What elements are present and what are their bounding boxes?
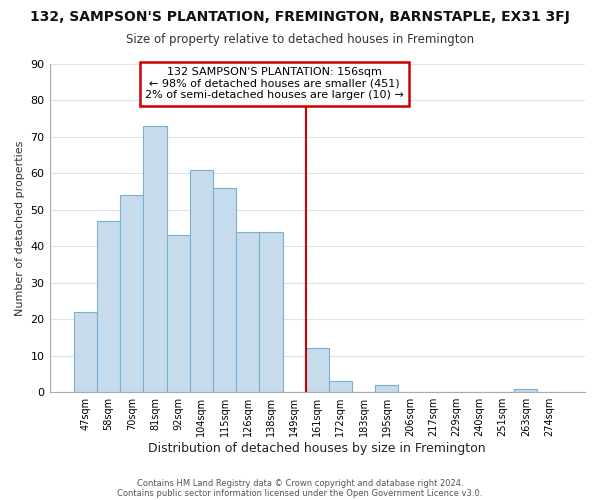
Bar <box>97 221 120 392</box>
Bar <box>167 236 190 392</box>
Text: Size of property relative to detached houses in Fremington: Size of property relative to detached ho… <box>126 32 474 46</box>
Bar <box>143 126 167 392</box>
Bar <box>120 196 143 392</box>
Bar <box>305 348 329 392</box>
Bar <box>74 312 97 392</box>
Bar <box>259 232 283 392</box>
Bar <box>375 385 398 392</box>
Bar <box>514 388 538 392</box>
Text: 132, SAMPSON'S PLANTATION, FREMINGTON, BARNSTAPLE, EX31 3FJ: 132, SAMPSON'S PLANTATION, FREMINGTON, B… <box>30 10 570 24</box>
Bar <box>329 382 352 392</box>
Bar <box>190 170 213 392</box>
Bar <box>213 188 236 392</box>
Y-axis label: Number of detached properties: Number of detached properties <box>15 140 25 316</box>
Text: Contains HM Land Registry data © Crown copyright and database right 2024.: Contains HM Land Registry data © Crown c… <box>137 478 463 488</box>
Text: Contains public sector information licensed under the Open Government Licence v3: Contains public sector information licen… <box>118 488 482 498</box>
X-axis label: Distribution of detached houses by size in Fremington: Distribution of detached houses by size … <box>148 442 486 455</box>
Bar <box>236 232 259 392</box>
Text: 132 SAMPSON'S PLANTATION: 156sqm
← 98% of detached houses are smaller (451)
2% o: 132 SAMPSON'S PLANTATION: 156sqm ← 98% o… <box>145 68 404 100</box>
